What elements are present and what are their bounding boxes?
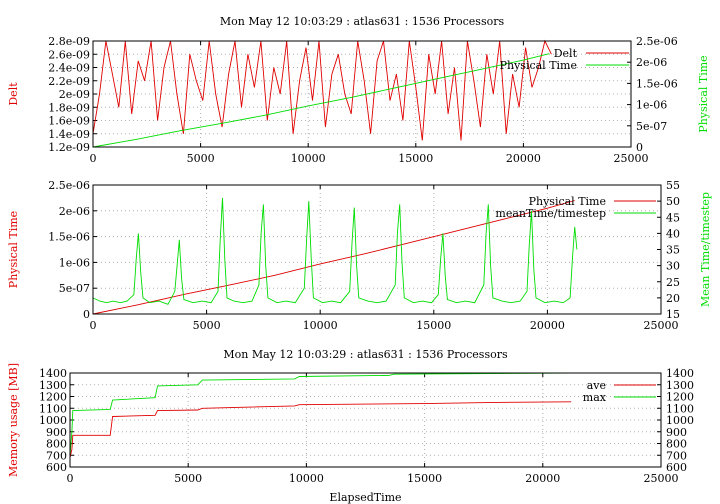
x-tick-label: 5000 xyxy=(187,152,215,165)
y-left-tick-label: 2.5e-06 xyxy=(48,179,90,192)
y-right-tick-label: 2e-06 xyxy=(636,56,667,69)
y-left-axis-label: Delt xyxy=(7,82,20,106)
y-right-tick-label: 900 xyxy=(666,426,687,439)
x-tick-label: 0 xyxy=(90,152,97,165)
y-right-tick-label: 50 xyxy=(666,195,680,208)
y-left-tick-label: 2.4e-09 xyxy=(48,62,90,75)
x-tick-label: 10000 xyxy=(289,472,324,485)
y-left-tick-label: 700 xyxy=(46,449,67,462)
y-right-tick-label: 40 xyxy=(666,227,680,240)
x-tick-label: 25000 xyxy=(614,152,649,165)
y-left-tick-label: 1e-06 xyxy=(59,256,90,269)
x-tick-label: 25000 xyxy=(644,472,679,485)
y-right-tick-label: 1200 xyxy=(666,391,694,404)
y-right-tick-label: 800 xyxy=(666,438,687,451)
y-left-tick-label: 2e-09 xyxy=(59,88,90,101)
y-left-tick-label: 1.6e-09 xyxy=(48,115,90,128)
series-line-ave xyxy=(69,401,572,458)
y-left-tick-label: 2.2e-09 xyxy=(48,75,90,88)
series-line-meantime-timestep xyxy=(92,197,578,305)
x-tick-label: 10000 xyxy=(291,152,326,165)
legend-label: meanTime/timestep xyxy=(495,207,606,220)
y-left-tick-label: 1400 xyxy=(39,367,67,380)
y-left-tick-label: 2e-06 xyxy=(59,205,90,218)
y-right-tick-label: 5e-07 xyxy=(636,120,667,133)
x-tick-label: 0 xyxy=(67,472,74,485)
legend-label: Delt xyxy=(554,47,578,60)
y-right-tick-label: 600 xyxy=(666,461,687,474)
y-left-axis-label: Physical Time xyxy=(7,211,20,288)
y-right-tick-label: 35 xyxy=(666,244,680,257)
x-tick-label: 0 xyxy=(90,319,97,332)
x-tick-label: 5000 xyxy=(174,472,202,485)
y-left-tick-label: 800 xyxy=(46,438,67,451)
legend-label: max xyxy=(583,391,607,404)
x-tick-label: 15000 xyxy=(398,152,433,165)
legend-label: Physical Time xyxy=(529,195,606,208)
x-tick-label: 20000 xyxy=(530,319,565,332)
x-axis-label: ElapsedTime xyxy=(329,491,401,504)
y-left-tick-label: 0 xyxy=(83,308,90,321)
x-tick-label: 15000 xyxy=(416,319,451,332)
chart-title: Mon May 12 10:03:29 : atlas631 : 1536 Pr… xyxy=(223,348,508,361)
y-left-tick-label: 1.5e-06 xyxy=(48,231,90,244)
x-tick-label: 25000 xyxy=(644,319,679,332)
y-left-tick-label: 600 xyxy=(46,461,67,474)
y-right-tick-label: 25 xyxy=(666,276,680,289)
y-right-tick-label: 1000 xyxy=(666,414,694,427)
y-left-tick-label: 1.8e-09 xyxy=(48,101,90,114)
legend-label: Physical Time xyxy=(500,59,577,72)
y-left-tick-label: 1100 xyxy=(39,402,67,415)
y-left-tick-label: 1000 xyxy=(39,414,67,427)
series-line-physical-time xyxy=(92,200,575,315)
y-right-tick-label: 20 xyxy=(666,292,680,305)
y-right-tick-label: 1.5e-06 xyxy=(636,77,678,90)
series-line-physical-time xyxy=(92,53,550,148)
x-tick-label: 15000 xyxy=(407,472,442,485)
y-right-tick-label: 55 xyxy=(666,179,680,192)
y-left-tick-label: 1300 xyxy=(39,379,67,392)
plot-frame xyxy=(92,184,662,315)
y-right-axis-label: Mean Time/timestep xyxy=(699,192,712,307)
chart-title: Mon May 12 10:03:29 : atlas631 : 1536 Pr… xyxy=(220,15,505,28)
y-right-tick-label: 0 xyxy=(636,141,643,154)
y-left-tick-label: 900 xyxy=(46,426,67,439)
series-line-max xyxy=(69,372,572,456)
y-left-tick-label: 1200 xyxy=(39,391,67,404)
y-left-tick-label: 5e-07 xyxy=(59,282,90,295)
x-tick-label: 5000 xyxy=(193,319,221,332)
y-left-tick-label: 2.6e-09 xyxy=(48,48,90,61)
y-right-axis-label: Physical Time xyxy=(697,55,710,132)
y-right-tick-label: 700 xyxy=(666,449,687,462)
x-tick-label: 10000 xyxy=(303,319,338,332)
y-left-tick-label: 1.4e-09 xyxy=(48,128,90,141)
y-left-tick-label: 1.2e-09 xyxy=(48,141,90,154)
y-right-tick-label: 15 xyxy=(666,308,680,321)
x-tick-label: 20000 xyxy=(506,152,541,165)
y-right-tick-label: 1100 xyxy=(666,402,694,415)
series-line-delt xyxy=(92,39,552,141)
y-right-tick-label: 1300 xyxy=(666,379,694,392)
y-left-axis-label: Memory usage [MB] xyxy=(7,363,20,477)
y-right-tick-label: 45 xyxy=(666,211,680,224)
legend-label: ave xyxy=(587,379,606,392)
y-right-tick-label: 2.5e-06 xyxy=(636,35,678,48)
y-right-tick-label: 1400 xyxy=(666,367,694,380)
y-left-tick-label: 2.8e-09 xyxy=(48,35,90,48)
plot-frame xyxy=(69,372,662,468)
y-right-tick-label: 1e-06 xyxy=(636,99,667,112)
x-tick-label: 20000 xyxy=(525,472,560,485)
y-right-tick-label: 30 xyxy=(666,260,680,273)
plot-frame xyxy=(92,40,632,148)
